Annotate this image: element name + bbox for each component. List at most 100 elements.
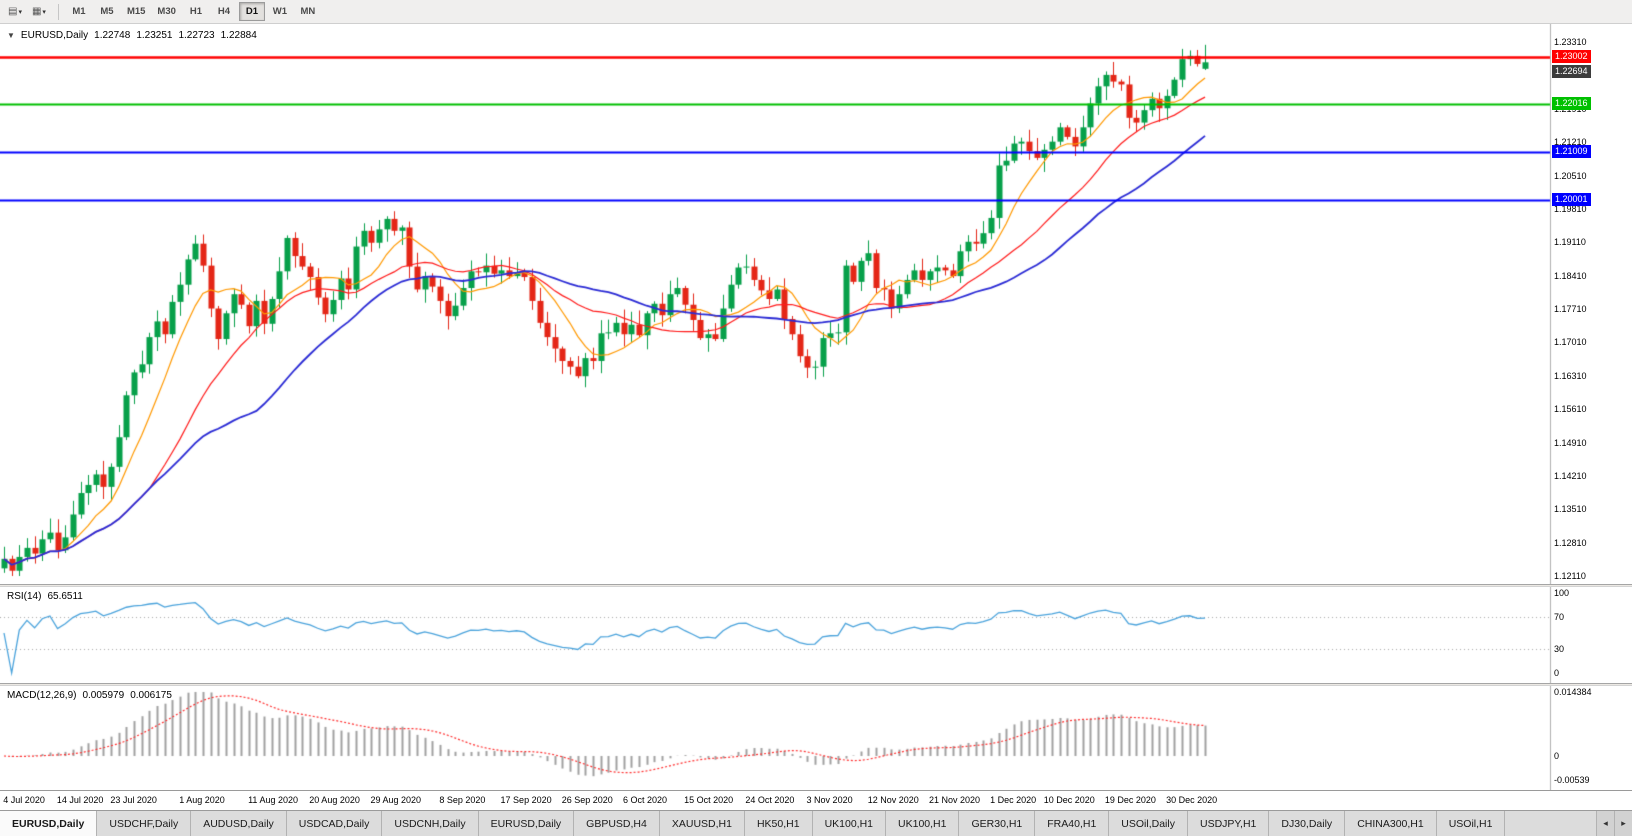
chart-tab-usdcad-daily[interactable]: USDCAD,Daily <box>286 811 383 836</box>
timeframe-buttons: M1 M5 M15 M30 H1 H4 D1 W1 MN <box>65 2 322 21</box>
chart-tab-usoil-h1[interactable]: USOil,H1 <box>1436 811 1506 836</box>
timeframe-m15-button[interactable]: M15 <box>122 2 150 21</box>
toolbar: ▤ ▾ ▦ ▾ M1 M5 M15 M30 H1 H4 D1 W1 MN <box>0 0 1632 24</box>
chevron-down-icon: ▾ <box>42 8 46 16</box>
date-axis-label: 1 Aug 2020 <box>179 795 225 805</box>
price-axis-label: 1.18410 <box>1554 270 1587 281</box>
timeframe-w1-button[interactable]: W1 <box>267 2 293 21</box>
chart-tabs: EURUSD,Daily USDCHF,Daily AUDUSD,Daily USDC… <box>0 811 1506 836</box>
price-axis-label: 1.14210 <box>1554 470 1587 481</box>
ohlc-low: 1.22723 <box>178 30 215 41</box>
macd-axis-label: 0.014384 <box>1554 687 1592 697</box>
timeframe-h4-button[interactable]: H4 <box>211 2 237 21</box>
templates-button[interactable]: ▦ ▾ <box>28 2 50 22</box>
chart-tab-bar: EURUSD,Daily USDCHF,Daily AUDUSD,Daily USDC… <box>0 810 1632 836</box>
template-icon: ▦ <box>31 6 42 17</box>
ohlc-open: 1.22748 <box>94 30 131 41</box>
date-axis-label: 6 Oct 2020 <box>622 795 667 805</box>
chart-tab-xauusd-h1[interactable]: XAUUSD,H1 <box>659 811 745 836</box>
chart-tab-dj30-daily[interactable]: DJ30,Daily <box>1269 811 1346 836</box>
chart-tab-usdchf-daily[interactable]: USDCHF,Daily <box>97 811 192 836</box>
ohlc-high: 1.23251 <box>136 30 173 41</box>
date-axis-label: 24 Oct 2020 <box>745 795 795 805</box>
bid-price-badge: 1.22694 <box>1552 64 1591 78</box>
date-axis-label: 29 Aug 2020 <box>370 795 422 805</box>
candlestick-chart-icon: ▤ <box>8 6 18 17</box>
date-axis-label: 8 Sep 2020 <box>439 795 486 805</box>
ohlc-close: 1.22884 <box>220 30 257 41</box>
main-chart-canvas[interactable] <box>0 24 1632 584</box>
timeframe-m30-button[interactable]: M30 <box>152 2 180 21</box>
chart-tab-eurusd-daily[interactable]: EURUSD,Daily <box>0 811 98 836</box>
chart-tab-ger30-h1[interactable]: GER30,H1 <box>959 811 1036 836</box>
support-line-badge[interactable]: 1.21009 <box>1552 145 1591 159</box>
rsi-name: RSI(14) <box>7 591 42 602</box>
timeframe-m5-button[interactable]: M5 <box>94 2 120 21</box>
date-axis-label: 30 Dec 2020 <box>1166 795 1218 805</box>
rsi-value: 65.6511 <box>47 591 83 602</box>
timeframe-m1-button[interactable]: M1 <box>66 2 92 21</box>
price-axis-label: 1.19810 <box>1554 203 1587 214</box>
macd-signal-value: 0.006175 <box>130 690 172 701</box>
price-axis-label: 1.13510 <box>1554 504 1587 515</box>
price-axis-label: 1.23310 <box>1554 37 1587 47</box>
timeframe-mn-button[interactable]: MN <box>295 2 321 21</box>
rsi-label: RSI(14) 65.6511 <box>7 591 83 602</box>
date-axis-label: 23 Jul 2020 <box>110 795 157 805</box>
support-line-badge[interactable]: 1.22016 <box>1552 97 1591 111</box>
chart-tab-uk100-h1[interactable]: UK100,H1 <box>886 811 960 836</box>
date-axis-label: 26 Sep 2020 <box>561 795 613 805</box>
price-axis-label: 1.17710 <box>1554 304 1587 314</box>
rsi-pane: RSI(14) 65.6511 100 70 30 0 <box>0 587 1632 683</box>
macd-canvas[interactable] <box>0 686 1632 790</box>
price-axis-label: 1.15610 <box>1554 404 1587 415</box>
main-chart-pane: ▼ EURUSD,Daily 1.22748 1.23251 1.22723 1… <box>0 24 1632 584</box>
tabs-scroll-left-button[interactable]: ◂ <box>1596 811 1614 836</box>
macd-axis-label: -0.00539 <box>1554 775 1590 785</box>
macd-main-value: 0.005979 <box>82 690 125 701</box>
tabs-scroll-right-button[interactable]: ▸ <box>1614 811 1632 836</box>
rsi-axis-label: 0 <box>1554 668 1560 678</box>
price-axis-label: 1.12110 <box>1554 571 1586 581</box>
date-axis-label: 14 Jul 2020 <box>56 795 104 805</box>
date-axis-label: 4 Jul 2020 <box>3 795 45 805</box>
macd-name: MACD(12,26,9) <box>7 690 77 701</box>
date-axis-label: 17 Sep 2020 <box>500 795 552 805</box>
chart-tab-china300-h1[interactable]: CHINA300,H1 <box>1345 811 1437 836</box>
pane-splitter[interactable] <box>0 584 1632 587</box>
chart-tab-usoil-daily[interactable]: USOil,Daily <box>1109 811 1188 836</box>
timeframe-d1-button[interactable]: D1 <box>238 2 265 21</box>
pane-splitter[interactable] <box>0 683 1632 686</box>
date-axis-label: 20 Aug 2020 <box>309 795 360 805</box>
chart-tab-usdcnh-daily[interactable]: USDCNH,Daily <box>382 811 479 836</box>
rsi-canvas[interactable] <box>0 587 1632 683</box>
support-line-badge[interactable]: 1.20001 <box>1552 193 1591 207</box>
date-axis-label: 3 Nov 2020 <box>806 795 853 805</box>
price-axis-label: 1.12810 <box>1554 537 1587 548</box>
price-axis-label: 1.14910 <box>1554 437 1587 448</box>
chart-ohlc-readout: ▼ EURUSD,Daily 1.22748 1.23251 1.22723 1… <box>7 30 257 41</box>
macd-axis-label: 0 <box>1554 751 1560 761</box>
price-axis-label: 1.16310 <box>1554 370 1587 381</box>
one-click-trading-toggle-icon[interactable]: ▼ <box>7 31 15 40</box>
chart-tab-audusd-daily[interactable]: AUDUSD,Daily <box>191 811 287 836</box>
date-axis-label: 15 Oct 2020 <box>684 795 734 805</box>
tab-scroll-buttons: ◂ ▸ <box>1596 811 1632 836</box>
chart-tab-fra40-h1[interactable]: FRA40,H1 <box>1035 811 1110 836</box>
resistance-line-badge[interactable]: 1.23002 <box>1552 50 1591 64</box>
rsi-axis-label: 70 <box>1554 612 1565 622</box>
chart-tab-usdjpy-h1[interactable]: USDJPY,H1 <box>1187 811 1270 836</box>
chart-symbol: EURUSD,Daily <box>20 30 89 41</box>
toolbar-separator <box>57 3 59 20</box>
chart-tab-uk100-h1[interactable]: UK100,H1 <box>812 811 887 836</box>
chart-tab-eurusd-daily[interactable]: EURUSD,Daily <box>478 811 575 836</box>
chart-tab-gbpusd-h4[interactable]: GBPUSD,H4 <box>574 811 660 836</box>
macd-label: MACD(12,26,9) 0.005979 0.006175 <box>7 690 172 701</box>
date-axis[interactable]: 4 Jul 2020 14 Jul 2020 23 Jul 2020 1 Aug 20… <box>0 790 1632 810</box>
chart-type-button[interactable]: ▤ ▾ <box>4 2 26 22</box>
timeframe-h1-button[interactable]: H1 <box>183 2 209 21</box>
price-axis-label: 1.19110 <box>1554 237 1586 248</box>
price-axis-label: 1.21210 <box>1554 137 1587 148</box>
chart-tab-hk50-h1[interactable]: HK50,H1 <box>744 811 813 836</box>
